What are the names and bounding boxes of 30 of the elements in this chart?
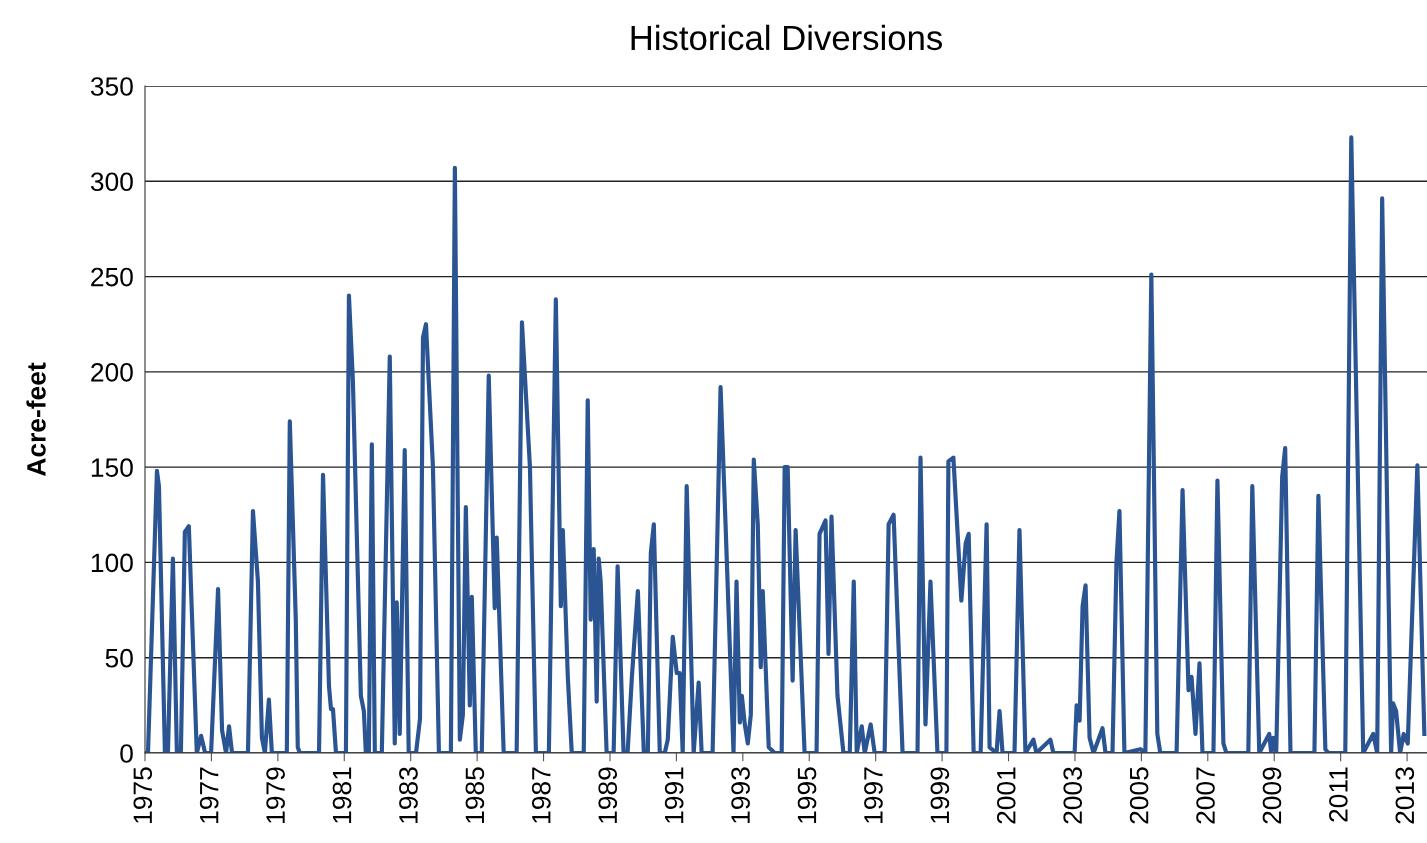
y-tick-label: 150 [91, 458, 133, 477]
x-tick-label: 2007 [1196, 767, 1215, 824]
y-tick-label: 300 [90, 172, 133, 192]
y-tick-label: 50 [105, 648, 133, 668]
x-tick-label: 1979 [266, 767, 285, 823]
x-tick-label: 2005 [1129, 767, 1149, 824]
y-axis-title: Acre-feet [26, 362, 46, 477]
x-tick-label: 1991 [664, 767, 684, 823]
y-tick-label: 350 [90, 77, 133, 96]
x-tick-label: 1993 [731, 767, 750, 823]
y-tick-label: 0 [120, 744, 133, 763]
x-tick-label: 2011 [1329, 767, 1348, 822]
x-tick-label: 1981 [332, 767, 352, 823]
y-tick-label: 250 [91, 267, 133, 287]
x-tick-label: 1995 [797, 767, 817, 823]
y-tick-label: 200 [91, 362, 133, 382]
x-tick-label: 1989 [598, 767, 618, 823]
x-tick-label: 1985 [465, 767, 485, 823]
x-tick-label: 1999 [930, 767, 950, 823]
x-tick-label: 1987 [531, 767, 551, 823]
chart-title: Historical Diversions [631, 24, 942, 51]
x-tick-label: 2003 [1063, 767, 1083, 824]
x-tick-label: 1997 [864, 767, 883, 823]
x-tick-label: 2001 [996, 767, 1016, 824]
x-tick-label: 1983 [399, 767, 418, 823]
x-tick-label: 1975 [133, 767, 153, 823]
x-tick-label: 2013 [1395, 767, 1415, 824]
x-tick-label: 2009 [1262, 767, 1282, 824]
y-tick-label: 100 [91, 553, 133, 573]
x-tick-label: 1977 [199, 767, 219, 823]
